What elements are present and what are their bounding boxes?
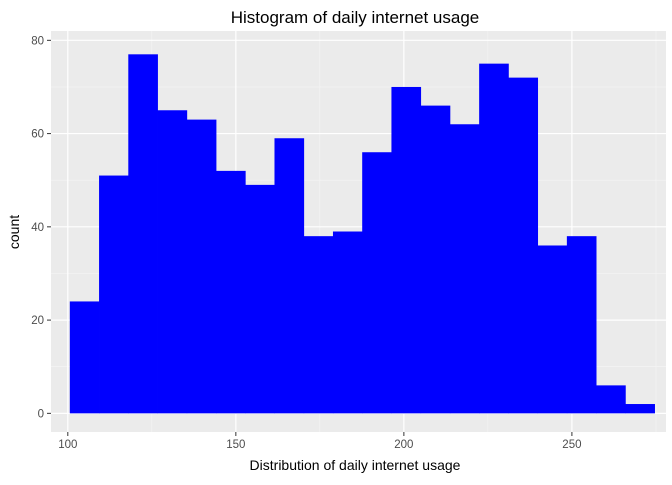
ticks-layer: 100 150 200 250 0 20 40 60 80 [31, 35, 581, 451]
histogram-bar [420, 105, 451, 414]
histogram-bar [186, 119, 217, 414]
x-axis-title: Distribution of daily internet usage [250, 457, 461, 473]
histogram-bar [391, 86, 422, 414]
x-tick-label: 150 [226, 439, 245, 451]
histogram-bar [479, 63, 509, 414]
x-tick-label: 100 [58, 439, 77, 451]
histogram-bar [216, 170, 246, 414]
y-tick-label: 60 [31, 129, 44, 141]
histogram-bar [566, 236, 597, 414]
histogram-bar [596, 385, 626, 414]
y-tick-label: 0 [38, 408, 44, 420]
y-tick-label: 20 [31, 315, 44, 327]
histogram-bar [508, 77, 539, 414]
histogram-bar [362, 152, 392, 414]
y-tick-label: 80 [31, 35, 44, 47]
histogram-bar [537, 245, 568, 414]
histogram-bar [303, 236, 334, 414]
histogram-bar [245, 184, 275, 414]
histogram-bar [625, 404, 655, 414]
histogram-bar [157, 110, 188, 414]
histogram-bar [449, 124, 480, 414]
x-tick-label: 200 [394, 439, 413, 451]
y-tick-label: 40 [31, 222, 44, 234]
histogram-bar [99, 175, 129, 414]
chart-title: Histogram of daily internet usage [231, 8, 480, 27]
histogram-bar [69, 301, 100, 414]
histogram-bar [274, 138, 305, 414]
x-tick-label: 250 [562, 439, 581, 451]
histogram-bar [128, 54, 158, 414]
histogram-bar [332, 231, 363, 414]
bars-layer [69, 54, 655, 414]
y-axis-title: count [6, 215, 22, 249]
